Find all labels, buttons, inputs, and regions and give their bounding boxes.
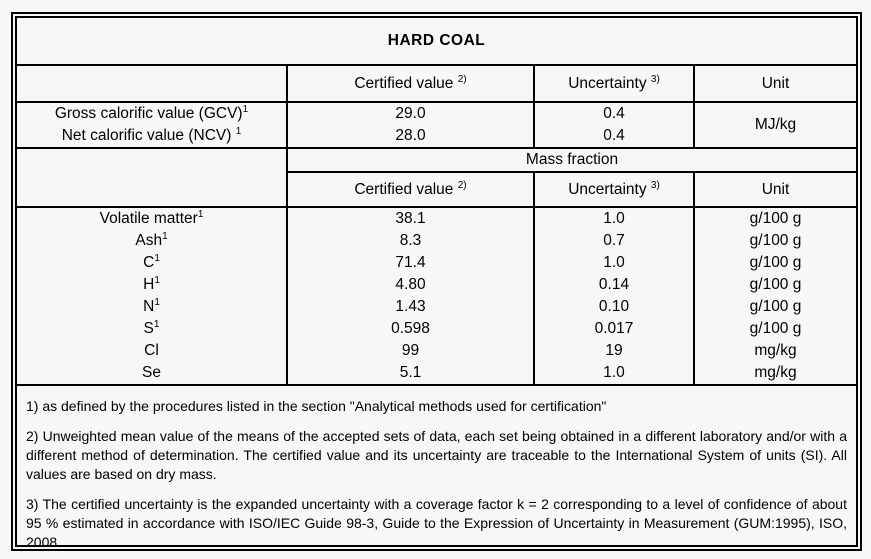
- header-unit: Unit: [694, 65, 856, 103]
- page-title: HARD COAL: [17, 18, 856, 66]
- footnote-ref-3: 3): [650, 73, 660, 85]
- header-row-mass-fraction: Certified value 2) Uncertainty 3) Unit: [17, 172, 856, 208]
- mass-fraction-empty-cell: [17, 148, 288, 208]
- header-uncertainty-label: Uncertainty: [568, 74, 647, 92]
- row-uncertainty: 0.14: [534, 274, 695, 296]
- row-uncertainty: 0.7: [534, 230, 695, 252]
- row-uncertainty: 0.10: [534, 296, 695, 318]
- row-uncertainty: 1.0: [534, 362, 695, 386]
- row-value: 71.4: [287, 252, 535, 274]
- footnote-ref-1: 1: [162, 230, 168, 242]
- header-certified-value-2: Certified value 2): [287, 172, 535, 208]
- footnote-ref-1: 1: [154, 274, 160, 286]
- row-unit: g/100 g: [749, 320, 802, 337]
- table-row-selenium: Se 5.1 1.0 mg/kg: [17, 362, 856, 386]
- header-row-top: Certified value 2) Uncertainty 3) Unit: [17, 65, 856, 103]
- footnote-ref-1: 1: [154, 296, 160, 308]
- row-value: 38.1: [287, 207, 535, 230]
- footnotes-area: 1) as defined by the procedures listed i…: [17, 385, 856, 552]
- table-row-carbon: C1 71.4 1.0 g/100 g: [17, 252, 856, 274]
- footnote-ref-1: 1: [197, 208, 204, 220]
- calorific-uncertainties-cell: 0.4 0.4: [534, 102, 695, 149]
- row-label-ncv: Net calorific value (NCV) 1: [61, 125, 242, 144]
- row-value: 5.1: [287, 362, 535, 386]
- row-unit: g/100 g: [749, 232, 802, 249]
- calorific-values-cell: 29.0 28.0: [287, 102, 535, 149]
- footnote-2: 2) Unweighted mean value of the means of…: [26, 428, 847, 482]
- footnote-ref-1: 1: [242, 103, 249, 115]
- ncv-uncertainty: 0.4: [603, 127, 625, 144]
- header-uncertainty-2: Uncertainty 3): [534, 172, 695, 208]
- header-uncertainty: Uncertainty 3): [534, 65, 695, 103]
- ncv-value: 28.0: [395, 127, 426, 144]
- row-uncertainty: 1.0: [534, 252, 695, 274]
- row-uncertainty: 1.0: [534, 207, 695, 230]
- gcv-value: 29.0: [395, 105, 426, 122]
- row-value: 99: [287, 340, 535, 362]
- header-uncertainty-label: Uncertainty: [568, 180, 647, 198]
- header-certified-value-label: Certified value: [354, 74, 454, 92]
- footnote-ref-1: 1: [235, 125, 242, 137]
- calorific-labels-cell: Gross calorific value (GCV)1 Net calorif…: [17, 102, 288, 149]
- table-row-hydrogen: H1 4.80 0.14 g/100 g: [17, 274, 856, 296]
- footnote-ref-3: 3): [650, 179, 660, 191]
- row-unit: g/100 g: [749, 276, 802, 293]
- header-certified-value-label: Certified value: [354, 180, 454, 198]
- footnote-3: 3) The certified uncertainty is the expa…: [26, 496, 847, 550]
- footnote-ref-2: 2): [457, 179, 467, 191]
- footnote-ref-1: 1: [154, 252, 160, 264]
- row-unit: g/100 g: [749, 210, 802, 227]
- row-label: C1: [17, 252, 288, 274]
- certificate-table: HARD COAL Certified value 2) Uncertainty…: [17, 18, 856, 552]
- calorific-values-row: Gross calorific value (GCV)1 Net calorif…: [17, 102, 856, 149]
- certificate-outer-frame: HARD COAL Certified value 2) Uncertainty…: [11, 12, 862, 551]
- footnote-ref-2: 2): [457, 73, 467, 85]
- table-row-sulfur: S1 0.598 0.017 g/100 g: [17, 318, 856, 340]
- footnote-ref-1: 1: [153, 318, 160, 330]
- row-value: 4.80: [287, 274, 535, 296]
- row-uncertainty: 0.017: [534, 318, 695, 340]
- row-label: S1: [17, 318, 288, 340]
- table-row-nitrogen: N1 1.43 0.10 g/100 g: [17, 296, 856, 318]
- header-certified-value: Certified value 2): [287, 65, 535, 103]
- row-uncertainty: 19: [534, 340, 695, 362]
- table-row-chlorine: Cl 99 19 mg/kg: [17, 340, 856, 362]
- row-label: H1: [17, 274, 288, 296]
- row-unit: g/100 g: [749, 298, 802, 315]
- footnotes-row: 1) as defined by the procedures listed i…: [17, 385, 856, 552]
- mass-fraction-section-label: Mass fraction: [287, 148, 856, 173]
- row-label: Volatile matter1: [17, 207, 288, 230]
- row-unit: mg/kg: [694, 362, 856, 386]
- row-label: Se: [17, 362, 288, 386]
- header-empty-cell: [17, 65, 288, 103]
- mass-fraction-row: Mass fraction: [17, 148, 856, 208]
- certificate-inner-frame: HARD COAL Certified value 2) Uncertainty…: [15, 16, 858, 550]
- row-label-gcv: Gross calorific value (GCV)1: [54, 103, 249, 122]
- row-unit: mg/kg: [754, 342, 797, 359]
- row-label: Ash1: [17, 230, 288, 252]
- row-label: Cl: [17, 340, 288, 362]
- table-row-ash: Ash1 8.3 0.7 g/100 g: [17, 230, 856, 252]
- footnote-1: 1) as defined by the procedures listed i…: [26, 398, 607, 414]
- gcv-uncertainty: 0.4: [603, 105, 625, 122]
- row-value: 0.598: [287, 318, 535, 340]
- row-label: N1: [17, 296, 288, 318]
- table-row-volatile-matter: Volatile matter1 38.1 1.0 g/100 g: [17, 207, 856, 230]
- row-value: 1.43: [287, 296, 535, 318]
- row-value: 8.3: [287, 230, 535, 252]
- row-unit: g/100 g: [749, 254, 802, 271]
- title-row: HARD COAL: [17, 18, 856, 66]
- header-unit-2: Unit: [694, 172, 856, 208]
- calorific-unit: MJ/kg: [694, 102, 856, 149]
